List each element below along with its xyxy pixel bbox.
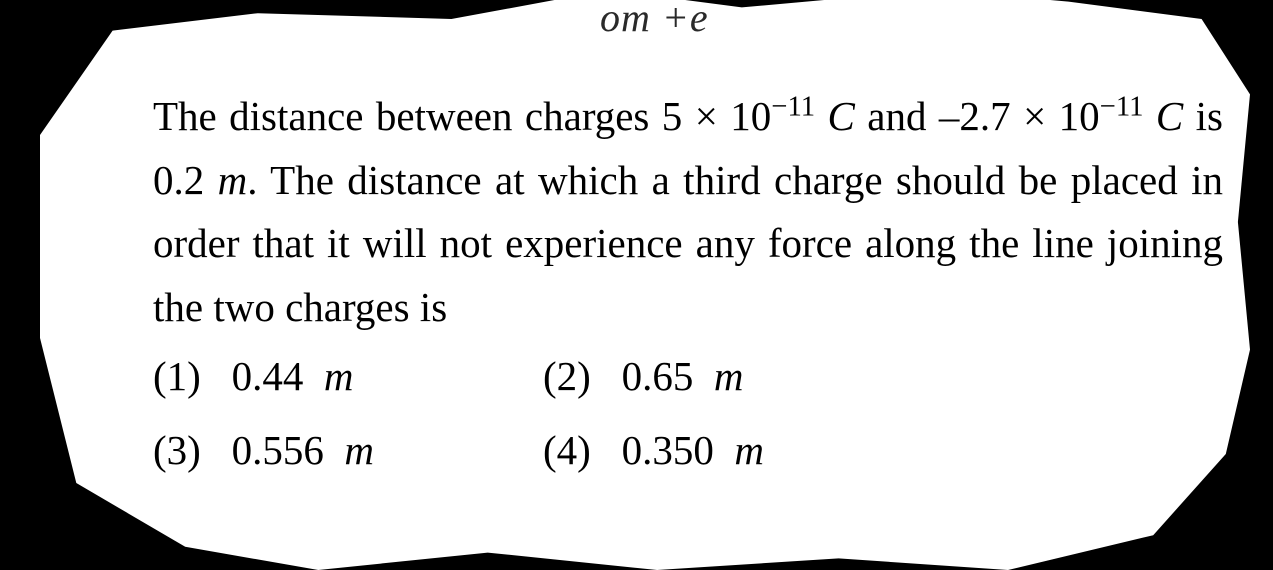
q-exp: −11	[771, 90, 815, 122]
q-unit: m	[218, 157, 248, 203]
q-part: and –2.7 ×	[855, 93, 1046, 139]
q-unit: C	[828, 93, 855, 139]
option-value: 0.44	[232, 353, 304, 399]
option-4: (4) 0.350 m	[543, 419, 933, 483]
option-value: 0.350	[622, 427, 714, 473]
q-part	[815, 93, 827, 139]
option-unit	[314, 353, 324, 399]
option-unit: m	[324, 353, 354, 399]
clipped-text-fragment: om +e	[600, 0, 709, 41]
option-number: (3)	[153, 427, 201, 473]
option-unit: m	[734, 427, 764, 473]
option-unit	[724, 427, 734, 473]
q-exp: −11	[1100, 90, 1144, 122]
option-unit: m	[344, 427, 374, 473]
q-part: The distance between charges 5 × 10	[153, 93, 771, 139]
option-1: (1) 0.44 m	[153, 345, 543, 409]
question-text: The distance between charges 5 × 10−11 C…	[153, 85, 1223, 339]
option-unit	[334, 427, 344, 473]
q-unit: C	[1156, 93, 1183, 139]
option-number: (2)	[543, 353, 591, 399]
q-part: 10	[1059, 93, 1100, 139]
option-number: (1)	[153, 353, 201, 399]
option-value: 0.65	[622, 353, 694, 399]
question-block: The distance between charges 5 × 10−11 C…	[153, 85, 1223, 482]
option-number: (4)	[543, 427, 591, 473]
q-part: . The distance at which a third charge s…	[153, 157, 1223, 330]
option-3: (3) 0.556 m	[153, 419, 543, 483]
q-part	[1143, 93, 1155, 139]
option-value: 0.556	[232, 427, 324, 473]
options-grid: (1) 0.44 m (2) 0.65 m (3) 0.556 m (4) 0.…	[153, 345, 1223, 482]
option-2: (2) 0.65 m	[543, 345, 933, 409]
option-unit	[704, 353, 714, 399]
option-unit: m	[714, 353, 744, 399]
